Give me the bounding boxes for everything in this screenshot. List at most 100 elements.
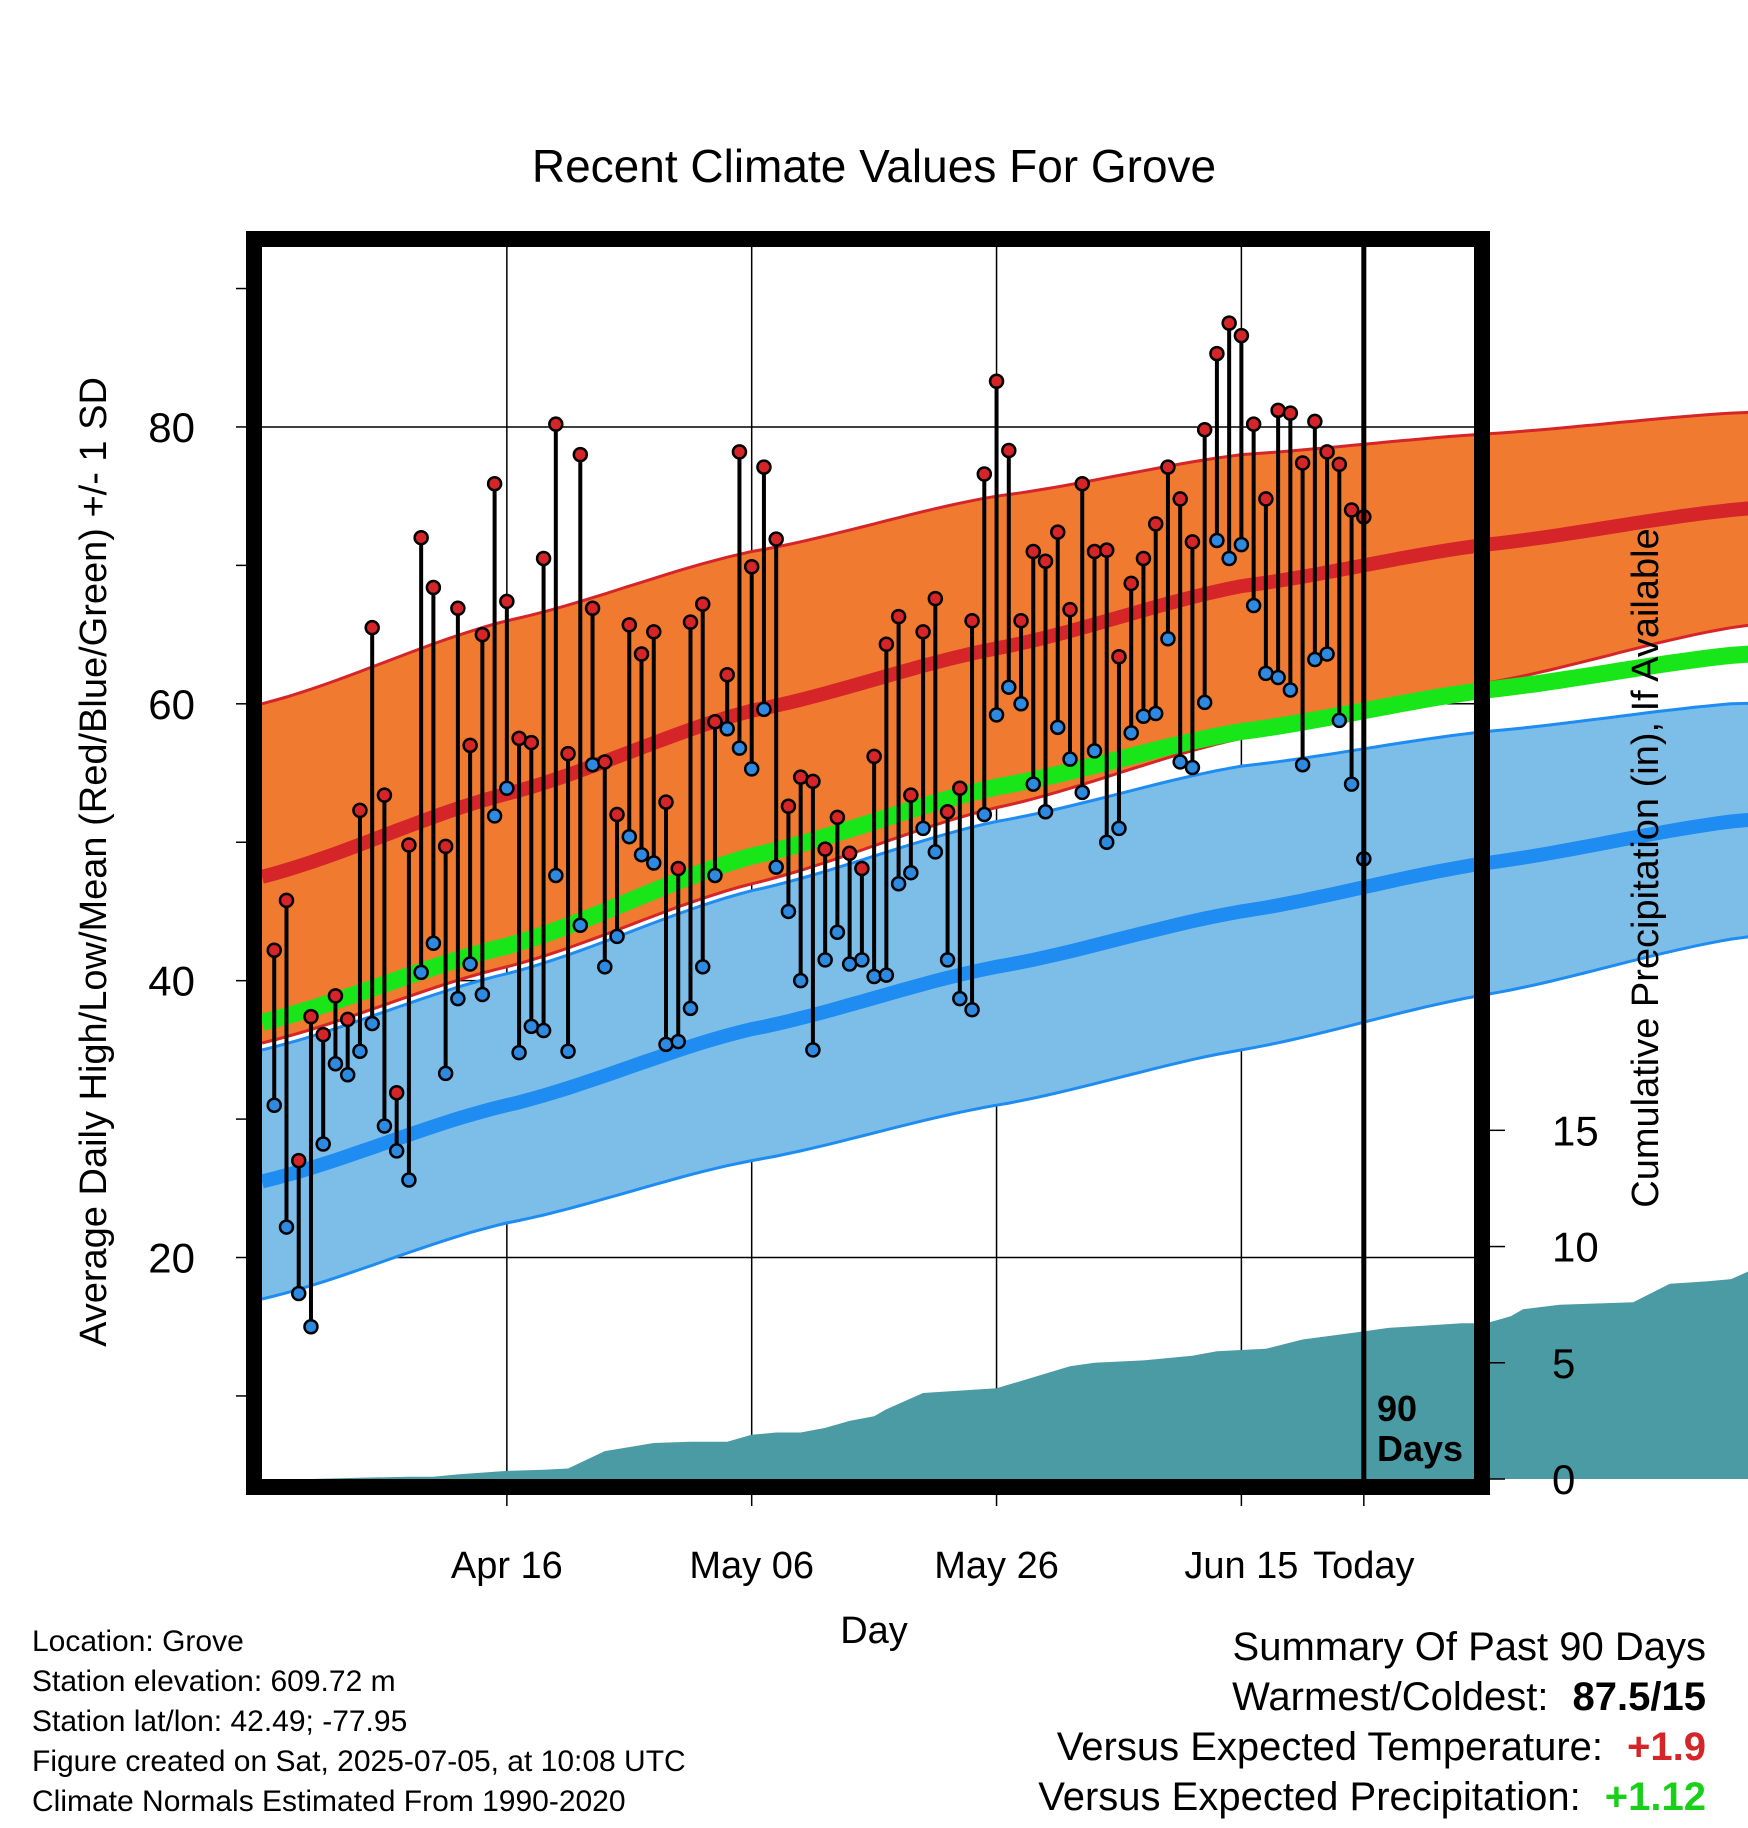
info-latlon: Station lat/lon: 42.49; -77.95 [32,1705,408,1738]
low-temp-point [560,1043,576,1060]
y-left-tick-label: 60 [148,681,195,728]
low-temp-point [854,952,870,968]
low-temp-point [1331,712,1348,729]
high-temp-point [290,1152,307,1169]
high-temp-point [866,748,882,765]
low-temp-point [707,867,723,884]
high-temp-point [1111,648,1127,665]
high-temp-point [854,860,870,877]
summary-heading: Summary Of Past 90 Days [1232,1625,1706,1669]
low-temp-point [756,701,772,718]
y-right-tick-label: 10 [1552,1224,1599,1271]
high-temp-point [437,838,454,855]
high-temp-point [1307,413,1323,430]
low-temp-point [646,855,662,871]
x-tick-label: Today [1313,1545,1414,1587]
low-temp-point [1001,679,1017,695]
low-temp-point [1111,820,1127,837]
station-info: Location: Grove Station elevation: 609.7… [32,1622,686,1822]
low-temp-point [303,1318,319,1335]
high-temp-point [1258,491,1274,507]
y-left-tick-label: 80 [148,404,195,451]
y-right-tick-label: 0 [1552,1456,1575,1503]
high-temp-point [1062,601,1078,618]
high-temp-point [278,892,295,909]
low-temp-point [511,1044,527,1061]
high-temp-point [1270,402,1286,419]
high-temp-point [609,806,625,823]
high-temp-point [486,475,503,492]
high-temp-point [878,636,895,653]
low-temp-point [866,968,882,985]
high-temp-point [584,600,601,617]
low-temp-point [964,1001,980,1018]
low-temp-point [437,1065,454,1082]
high-temp-point [756,459,772,475]
high-temp-point [1343,502,1360,518]
high-temp-point [1233,327,1250,344]
summary-precip-row: Versus Expected Precipitation: +1.12 [1038,1772,1706,1822]
low-temp-point [817,952,833,968]
high-temp-point [352,802,368,819]
low-temp-point [425,935,442,952]
mean-normal-line [259,645,1748,1031]
info-normals: Climate Normals Estimated From 1990-2020 [32,1785,626,1818]
low-temp-point [1196,694,1213,711]
low-temp-point [1245,597,1262,614]
low-temp-point [976,806,993,823]
high-temp-point [694,596,711,612]
low-temp-point [364,1015,380,1032]
low-temp-point [535,1022,552,1039]
low-temp-point [1013,696,1029,712]
high-temp-point [658,794,674,810]
low-temp-point [290,1285,307,1302]
y-axis-left-label: Average Daily High/Low/Mean (Red/Blue/Gr… [73,377,115,1347]
high-temp-point [1184,534,1201,550]
high-sd-band-upper-edge [261,410,1748,706]
high-temp-point [597,754,613,770]
low-sd-band-lower-edge [261,935,1748,1301]
low-temp-point [1233,536,1250,553]
low-temp-point [890,876,907,892]
low-temp-point [315,1136,331,1152]
precip-area [262,1271,1748,1479]
low-sd-band-upper-edge [261,701,1748,1052]
high-temp-point [1001,442,1017,459]
low-sd-band [262,703,1748,1299]
high-temp-point [327,988,344,1004]
low-temp-point [952,990,968,1007]
summary-temp-row: Versus Expected Temperature: +1.9 [1038,1722,1706,1772]
high-temp-point [1025,543,1042,560]
low-temp-point [1294,756,1311,773]
low-temp-point [988,707,1005,723]
low-temp-point [878,967,895,983]
high-temp-point [780,798,797,814]
low-temp-point [658,1036,674,1053]
low-temp-point [1050,719,1066,736]
today-days-word: Days [1377,1428,1463,1469]
high-temp-point [401,837,417,853]
high-temp-point [1086,543,1103,560]
y-axis-right-label: Cumulative Precipitation (in), If Availa… [1625,528,1667,1207]
high-temp-point [1013,613,1029,629]
low-temp-point [1098,834,1115,850]
low-temp-point [376,1118,393,1134]
high-temp-point [890,608,907,625]
x-tick-label: May 26 [934,1545,1059,1587]
y-left-tick-label: 40 [148,958,195,1005]
low-temp-point [1135,708,1152,725]
low-temp-point [1025,776,1042,792]
info-location: Location: Grove [32,1625,244,1658]
info-elevation: Station elevation: 609.72 m [32,1665,396,1698]
high-temp-point [1123,575,1139,592]
y-right-tick-label: 5 [1552,1340,1575,1387]
high-temp-point [952,780,968,796]
high-temp-point [1098,542,1115,558]
low-temp-point [401,1172,417,1188]
low-temp-point [1221,550,1237,567]
warmest-label: Warmest/Coldest: [1232,1675,1549,1719]
high-temp-point [1196,421,1213,438]
low-temp-point [266,1097,282,1113]
low-temp-point [327,1055,344,1072]
